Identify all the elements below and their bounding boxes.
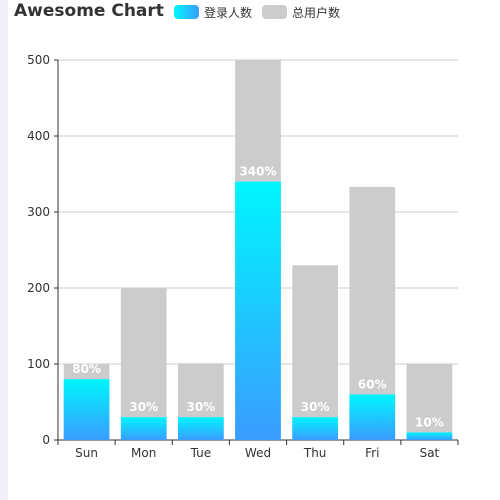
data-label-sun: 80% [72,362,101,376]
x-tick-label-sun: Sun [75,446,98,460]
legend-item-login[interactable]: 登录人数 [174,4,252,21]
x-tick-label-wed: Wed [245,446,271,460]
bar-total-mon [120,288,167,440]
legend-swatch-total [262,5,288,19]
y-tick-label: 300 [27,205,50,219]
y-tick-label: 500 [27,53,50,67]
legend-item-total[interactable]: 总用户数 [262,4,340,21]
x-tick-label-tue: Tue [190,446,212,460]
x-tick-label-mon: Mon [131,446,156,460]
x-tick-label-sat: Sat [420,446,440,460]
data-label-tue: 30% [186,400,215,414]
data-label-wed: 340% [239,165,276,179]
y-tick-label: 100 [27,357,50,371]
bar-total-thu [292,265,338,440]
data-label-mon: 30% [129,400,158,414]
bar-login-tue [178,417,224,440]
data-label-thu: 30% [301,400,330,414]
bar-total-sat [406,364,453,440]
bar-login-fri [349,394,396,440]
y-tick-label: 400 [27,129,50,143]
legend-label-login: 登录人数 [204,5,253,20]
y-tick-label: 0 [42,433,50,447]
data-label-fri: 60% [358,377,387,391]
chart-title: Awesome Chart [14,1,164,21]
x-tick-label-fri: Fri [365,446,379,460]
x-tick-label-thu: Thu [303,446,327,460]
bar-login-wed [235,181,281,440]
left-edge-strip [0,0,8,500]
y-tick-label: 200 [27,281,50,295]
legend: 登录人数 总用户数 [174,3,350,21]
bar-login-thu [292,417,338,440]
data-label-sat: 10% [415,415,444,429]
legend-swatch-login [174,5,199,19]
bar-login-sun [63,379,110,440]
bar-login-mon [120,417,167,440]
legend-label-total: 总用户数 [292,5,341,20]
bar-login-sat [406,432,453,440]
